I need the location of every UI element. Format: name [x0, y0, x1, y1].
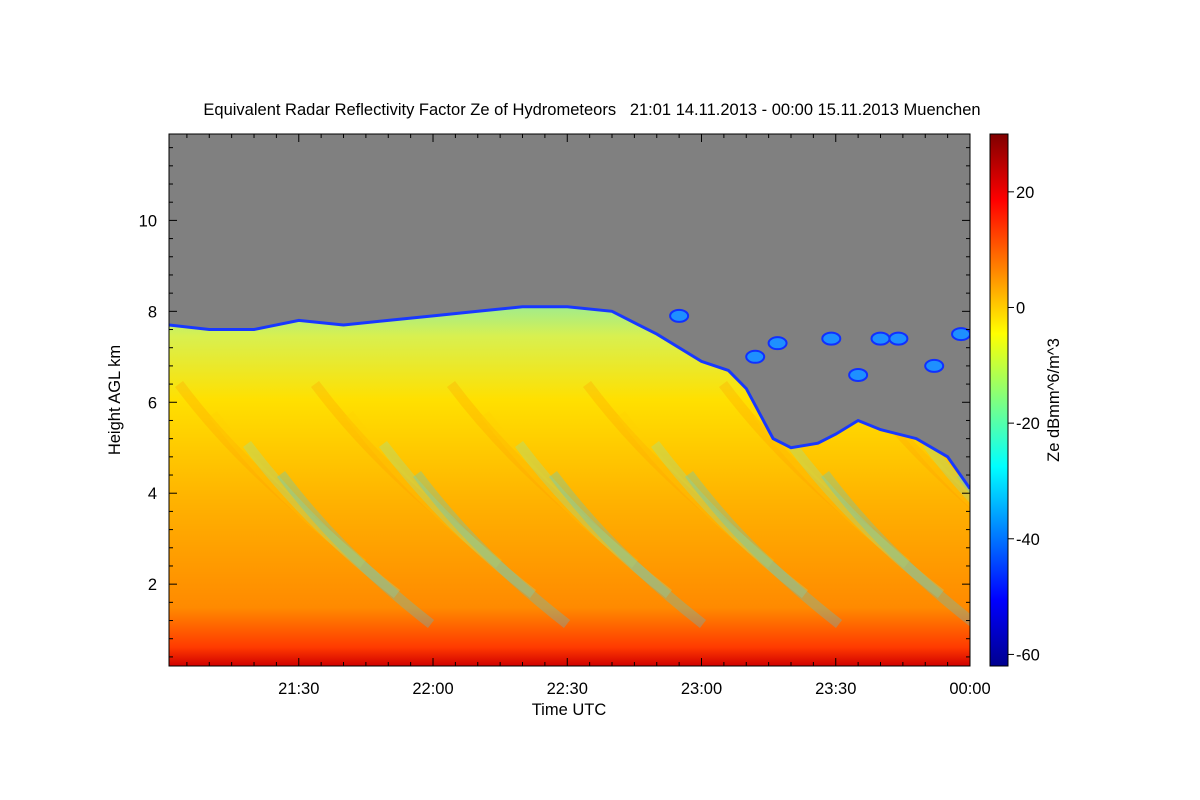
fall-streak: [447, 380, 605, 538]
isolated-echo: [888, 331, 909, 346]
fall-streak: [719, 380, 877, 538]
fall-streak: [685, 470, 843, 628]
y-axis-label: Height AGL km: [106, 345, 124, 455]
x-tick-label: 21:30: [278, 680, 319, 698]
isolated-echo: [951, 327, 970, 342]
fall-streak: [345, 410, 503, 568]
fall-streak: [413, 470, 571, 628]
fall-streak: [957, 470, 970, 628]
colorbar-tick-label: 0: [1016, 299, 1025, 317]
x-tick-label: 22:30: [547, 680, 588, 698]
fall-streak: [311, 380, 469, 538]
plot-frame: [168, 133, 971, 667]
fall-streak: [549, 470, 707, 628]
x-axis-label: Time UTC: [532, 701, 607, 719]
fall-streak: [175, 380, 333, 538]
y-axis: 2 4 6 8 10: [139, 147, 970, 658]
colorbar-tick-label: 20: [1016, 184, 1034, 202]
fall-streak: [617, 410, 775, 568]
colorbar-gradient: [989, 133, 1009, 667]
y-tick-label: 4: [148, 485, 157, 503]
x-tick-label: 23:30: [815, 680, 856, 698]
colorbar-tick-label: -40: [1016, 531, 1040, 549]
colorbar-ticks: 20 0 -20 -40 -60: [1008, 184, 1040, 664]
fall-streak: [923, 440, 970, 598]
colorbar: 20 0 -20 -40 -60 Ze dBmm^6/m^3: [989, 133, 1063, 667]
y-tick-label: 8: [148, 303, 157, 321]
fall-streak: [277, 470, 435, 628]
y-tick-label: 2: [148, 576, 157, 594]
fall-streak: [821, 470, 970, 628]
isolated-echo: [745, 349, 766, 364]
plot-area: [169, 134, 1145, 666]
fall-streak: [651, 440, 809, 598]
y-tick-label: 6: [148, 394, 157, 412]
x-tick-label: 22:00: [412, 680, 453, 698]
isolated-echoes: [669, 308, 970, 382]
isolated-echo: [669, 308, 690, 323]
fall-streak: [209, 410, 367, 568]
fall-streak: [787, 440, 945, 598]
fall-streak: [583, 380, 741, 538]
x-tick-label: 00:00: [949, 680, 990, 698]
isolated-echo: [870, 331, 891, 346]
y-tick-label: 10: [139, 212, 157, 230]
isolated-echo: [848, 367, 869, 382]
isolated-echo: [821, 331, 842, 346]
chart-title: Equivalent Radar Reflectivity Factor Ze …: [203, 101, 980, 119]
fall-streak: [243, 440, 401, 598]
colorbar-label: Ze dBmm^6/m^3: [1045, 338, 1063, 462]
fall-streak: [379, 440, 537, 598]
colorbar-tick-label: -60: [1016, 646, 1040, 664]
x-axis: 21:30 22:00 22:30 23:00 23:30 00:00: [186, 134, 991, 698]
colorbar-tick-label: -20: [1016, 415, 1040, 433]
isolated-echo: [924, 358, 945, 373]
fall-streak: [515, 440, 673, 598]
x-tick-label: 23:00: [681, 680, 722, 698]
cloud-top-edge: [169, 305, 970, 490]
fall-streak: [481, 410, 639, 568]
fall-streak: [995, 384, 1145, 534]
isolated-echo: [767, 336, 788, 351]
